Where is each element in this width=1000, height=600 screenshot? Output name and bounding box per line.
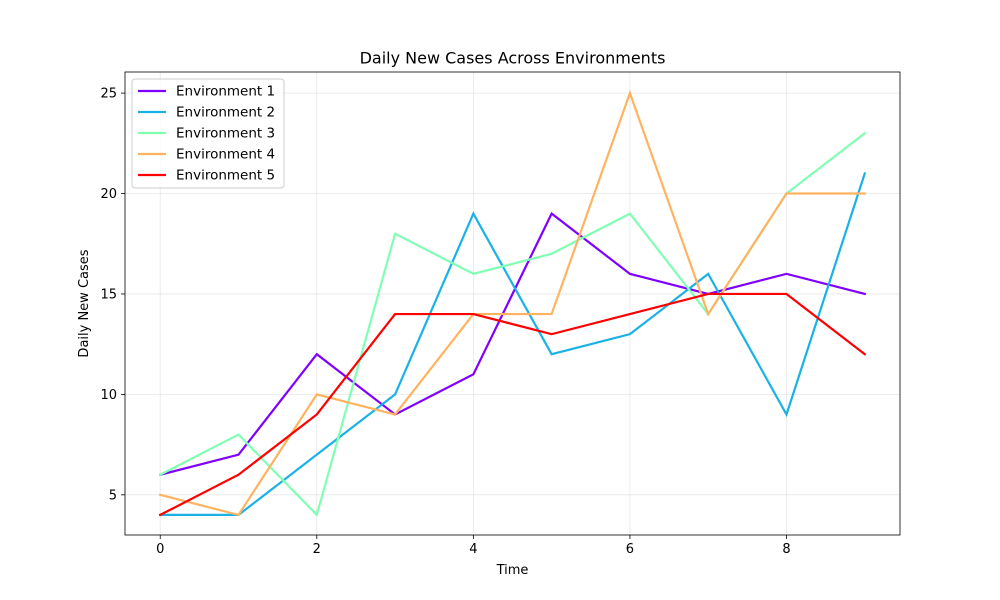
series-line-environment-1 [158,211,867,477]
legend-label: Environment 5 [176,168,275,184]
y-axis: 5 10 15 20 25 [100,87,125,503]
y-tick-label: 5 [109,488,117,503]
x-tick-label: 2 [313,542,321,557]
series-line-environment-4 [158,89,866,517]
plot-frame [124,71,901,536]
legend-box [131,78,285,189]
y-tick-label: 25 [100,87,117,102]
grid [125,72,900,535]
legend-label: Environment 3 [176,126,275,142]
legend-label: Environment 2 [176,105,275,121]
x-axis: 0 2 4 6 8 [156,535,791,557]
x-tick-label: 4 [469,542,477,557]
series-line-environment-2 [159,172,867,517]
x-tick-label: 8 [782,542,790,557]
x-tick-label: 0 [156,542,164,557]
y-tick-label: 10 [100,388,117,403]
y-tick-label: 15 [100,287,117,302]
x-tick-label: 6 [626,542,634,557]
x-axis-label: Time [496,563,529,578]
y-axis-label: Daily New Cases [77,249,92,357]
series-lines [158,89,867,518]
chart-title: Daily New Cases Across Environments [360,49,666,68]
legend-label: Environment 1 [176,84,275,100]
y-tick-label: 20 [100,187,117,202]
legend-label: Environment 4 [176,147,275,163]
series-line-environment-5 [158,292,867,517]
legend: Environment 1 Environment 2 Environment 3 E… [131,78,285,189]
